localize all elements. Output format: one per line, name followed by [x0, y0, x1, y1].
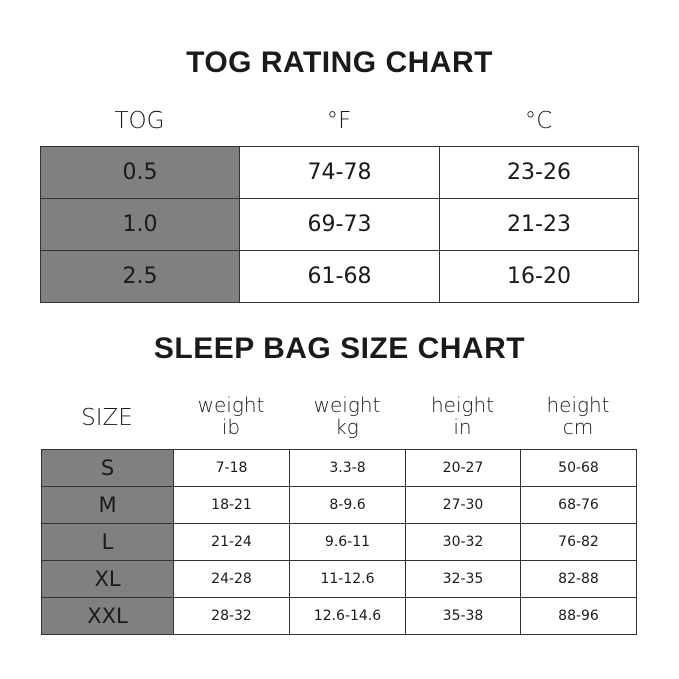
weight-lb: 24-28	[173, 560, 290, 598]
fahrenheit-range: 69-73	[239, 198, 440, 251]
height-cm: 88-96	[520, 597, 637, 635]
header-unit: ib	[221, 415, 241, 439]
size-label: L	[41, 523, 174, 561]
fahrenheit-range: 61-68	[239, 250, 440, 303]
size-label: XXL	[41, 597, 174, 635]
header-unit: kg	[335, 415, 359, 439]
weight-kg: 3.3-8	[289, 449, 406, 487]
tog-value: 0.5	[40, 146, 240, 199]
celsius-header: °C	[524, 108, 553, 134]
weight-lb-header: weight ib	[173, 394, 289, 438]
size-chart-title: SLEEP BAG SIZE CHART	[153, 332, 526, 365]
weight-kg: 8-9.6	[289, 486, 406, 524]
height-cm-header: height cm	[520, 394, 636, 438]
tog-chart-title: TOG RATING CHART	[186, 46, 493, 79]
table-row: L 21-24 9.6-11 30-32 76-82	[41, 523, 637, 561]
weight-kg: 11-12.6	[289, 560, 406, 598]
fahrenheit-header: °F	[326, 108, 352, 134]
size-label: M	[41, 486, 174, 524]
height-in: 35-38	[405, 597, 521, 635]
height-in: 27-30	[405, 486, 521, 524]
header-line: weight	[313, 393, 381, 417]
height-in: 20-27	[405, 449, 521, 487]
height-in: 32-35	[405, 560, 521, 598]
celsius-range: 23-26	[439, 146, 639, 199]
size-table: S 7-18 3.3-8 20-27 50-68 M 18-21 8-9.6 27-30 68-7…	[41, 449, 637, 635]
height-cm: 50-68	[520, 449, 637, 487]
fahrenheit-range: 74-78	[239, 146, 440, 199]
tog-table: 0.5 74-78 23-26 1.0 69-73 21-23 2.5 61-6…	[40, 146, 639, 303]
height-in-header: height in	[405, 394, 520, 438]
height-cm: 68-76	[520, 486, 637, 524]
weight-lb: 28-32	[173, 597, 290, 635]
header-line: height	[546, 393, 610, 417]
size-label: S	[41, 449, 174, 487]
weight-kg: 9.6-11	[289, 523, 406, 561]
weight-lb: 7-18	[173, 449, 290, 487]
size-label: XL	[41, 560, 174, 598]
weight-lb: 21-24	[173, 523, 290, 561]
table-row: 2.5 61-68 16-20	[40, 250, 639, 303]
table-row: XXL 28-32 12.6-14.6 35-38 88-96	[41, 597, 637, 635]
tog-header: TOG	[114, 108, 165, 134]
size-header: SIZE	[81, 405, 133, 431]
celsius-range: 16-20	[439, 250, 639, 303]
celsius-range: 21-23	[439, 198, 639, 251]
header-unit: in	[453, 415, 472, 439]
weight-lb: 18-21	[173, 486, 290, 524]
tog-value: 2.5	[40, 250, 240, 303]
header-line: weight	[197, 393, 265, 417]
header-line: height	[430, 393, 495, 417]
header-unit: cm	[562, 415, 594, 439]
tog-value: 1.0	[40, 198, 240, 251]
height-in: 30-32	[405, 523, 521, 561]
table-row: 1.0 69-73 21-23	[40, 198, 639, 251]
height-cm: 76-82	[520, 523, 637, 561]
table-row: S 7-18 3.3-8 20-27 50-68	[41, 449, 637, 487]
weight-kg: 12.6-14.6	[289, 597, 406, 635]
table-row: 0.5 74-78 23-26	[40, 146, 639, 199]
weight-kg-header: weight kg	[289, 394, 405, 438]
table-row: XL 24-28 11-12.6 32-35 82-88	[41, 560, 637, 598]
height-cm: 82-88	[520, 560, 637, 598]
table-row: M 18-21 8-9.6 27-30 68-76	[41, 486, 637, 524]
